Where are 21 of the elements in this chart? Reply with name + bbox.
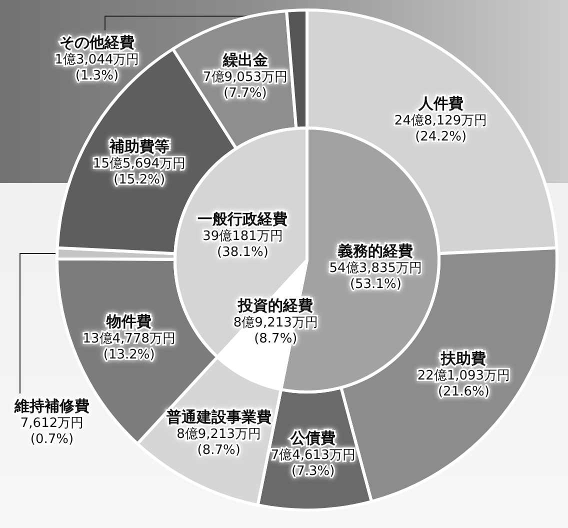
slice-label: 義務的経費 [337, 242, 414, 260]
data-label: 13億4,778万円 (13.2%) [82, 331, 176, 362]
slice-label: 維持補修費 [14, 396, 90, 415]
slice-label: その他経費 [60, 34, 134, 52]
data-label: 24億8,129万円 (24.2%) [394, 114, 488, 145]
slice-label: 普通建設事業費 [165, 408, 272, 426]
data-label: 7,612万円 (0.7%) [20, 416, 84, 447]
slice-label: 繰出金 [222, 51, 268, 70]
data-label: 39億181万円 (38.1%) [202, 228, 283, 260]
data-label: 22億1,093万円 (21.6%) [417, 368, 510, 400]
slice-label: 人件費 [417, 94, 464, 113]
slice-label: 補助費等 [108, 137, 170, 156]
slice-label: 公債費 [290, 428, 336, 447]
data-label: 54億3,835万円 (53.1%) [329, 260, 422, 292]
slice-label: 一般行政経費 [198, 210, 288, 228]
slice-label: 扶助費 [440, 349, 486, 368]
data-label: 15億5,694万円 (15.2%) [92, 156, 186, 188]
data-label: 7億9,053万円 (7.7%) [203, 70, 288, 102]
data-label: 8億9,213万円 (8.7%) [176, 426, 262, 458]
slice-label: 物件費 [106, 312, 152, 330]
data-label: 7億4,613万円 (7.3%) [270, 448, 356, 479]
